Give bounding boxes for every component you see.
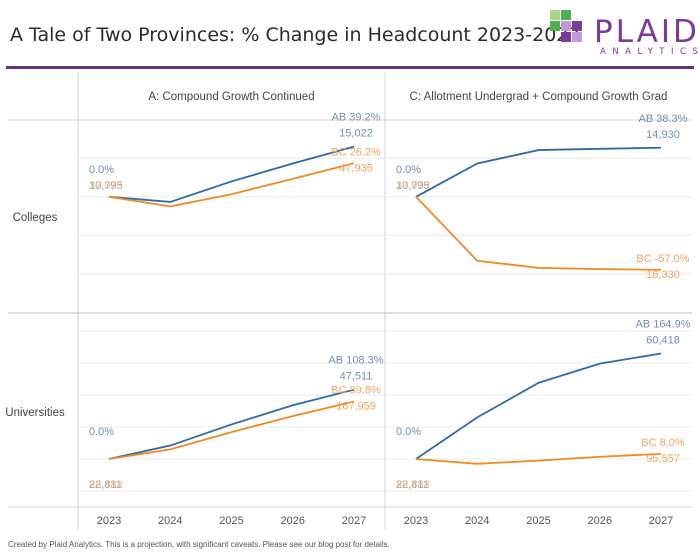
end-label: BC 26.2%: [331, 146, 381, 158]
end-value: 47,511: [340, 371, 373, 383]
logo-squares: [550, 10, 582, 42]
x-tick-label: 2025: [526, 515, 550, 527]
x-tick-label: 2027: [649, 515, 673, 527]
logo-square-5: [572, 21, 582, 31]
start-label: 0.0%: [396, 164, 421, 176]
end-label: AB 39.2%: [332, 112, 381, 124]
series-line-bc: [108, 162, 355, 208]
logo-square-2: [561, 10, 571, 20]
series-line-bc: [415, 452, 662, 465]
series-line-bc: [108, 400, 355, 460]
end-label: AB 38.3%: [639, 113, 688, 125]
x-tick-label: 2024: [465, 515, 489, 527]
end-label: AB 164.9%: [635, 318, 690, 330]
x-tick-label: 2025: [219, 515, 243, 527]
start-value: 37,979: [396, 180, 430, 192]
end-label: BC 8.0%: [641, 437, 685, 449]
logo-square-6: [561, 32, 571, 42]
start-value: 22,811: [89, 479, 122, 491]
series-line-ab: [415, 352, 662, 460]
logo-text: PLAID: [594, 14, 700, 50]
end-label: BC 89.8%: [331, 385, 381, 397]
logo-square-3: [550, 21, 560, 31]
series-line-ab: [108, 388, 355, 460]
chart-title: A Tale of Two Provinces: % Change in Hea…: [10, 24, 581, 46]
end-value: 167,959: [336, 401, 376, 413]
end-value: 47,935: [339, 162, 373, 174]
x-tick-label: 2023: [404, 515, 428, 527]
column-header: C: Allotment Undergrad + Compound Growth…: [410, 91, 668, 103]
x-tick-label: 2027: [342, 515, 366, 527]
series-line-ab: [108, 145, 355, 203]
start-label: 0.0%: [89, 426, 114, 438]
start-value: 10,795: [89, 180, 123, 192]
start-value: 37,979: [89, 180, 123, 192]
logo-square-4: [561, 21, 571, 31]
logo-square-7: [572, 32, 582, 42]
plaid-logo: [550, 10, 698, 62]
x-tick-label: 2026: [281, 515, 305, 527]
row-header: Colleges: [13, 212, 58, 224]
start-label: 0.0%: [89, 164, 114, 176]
end-value: 14,930: [646, 129, 680, 141]
series-line-bc: [415, 196, 662, 271]
end-label: AB 108.3%: [328, 355, 383, 367]
start-value: 22,811: [396, 479, 429, 491]
x-tick-label: 2026: [588, 515, 612, 527]
end-label: BC -57.0%: [636, 253, 689, 265]
series-line-ab: [415, 146, 662, 198]
start-value: 88,483: [396, 479, 430, 491]
end-value: 16,330: [646, 269, 680, 281]
end-value: 15,022: [339, 128, 373, 140]
header-rule: [6, 66, 694, 69]
footer-note: Created by Plaid Analytics. This is a pr…: [8, 540, 390, 549]
logo-square-1: [550, 10, 560, 20]
start-value: 88,483: [89, 479, 123, 491]
x-tick-label: 2024: [158, 515, 182, 527]
column-header: A: Compound Growth Continued: [148, 91, 314, 103]
end-value: 60,418: [646, 334, 680, 346]
x-tick-label: 2023: [97, 515, 121, 527]
start-label: 0.0%: [396, 426, 421, 438]
end-value: 95,557: [646, 453, 680, 465]
row-header: Universities: [5, 407, 65, 419]
start-value: 10,795: [396, 180, 430, 192]
logo-subtext: ANALYTICS: [600, 47, 700, 57]
